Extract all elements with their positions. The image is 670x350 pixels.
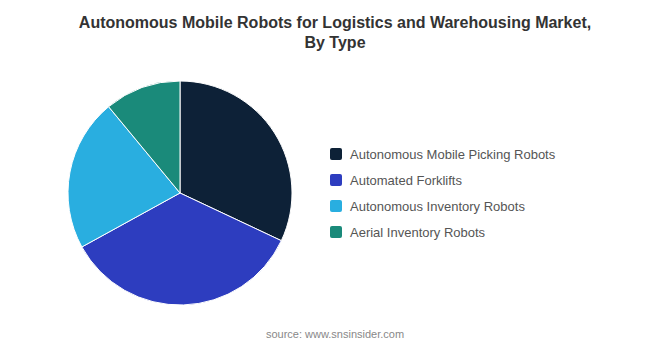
legend-label: Autonomous Mobile Picking Robots: [350, 147, 556, 162]
legend: Autonomous Mobile Picking Robots Automate…: [330, 147, 556, 240]
legend-swatch: [330, 148, 342, 160]
chart-container: Autonomous Mobile Robots for Logistics a…: [0, 0, 670, 350]
legend-label: Aerial Inventory Robots: [350, 225, 486, 240]
chart-title-line: By Type: [304, 34, 365, 51]
chart-svg: Autonomous Mobile Robots for Logistics a…: [0, 0, 670, 350]
pie-slice: [109, 81, 180, 193]
chart-title-line: Autonomous Mobile Robots for Logistics a…: [79, 14, 591, 31]
pie: [68, 81, 292, 305]
chart-title: Autonomous Mobile Robots for Logistics a…: [79, 14, 591, 51]
legend-label: Automated Forklifts: [350, 173, 462, 188]
legend-swatch: [330, 200, 342, 212]
legend-swatch: [330, 174, 342, 186]
legend-swatch: [330, 226, 342, 238]
legend-label: Autonomous Inventory Robots: [350, 199, 525, 214]
annotation: source: www.snsinsider.com: [266, 328, 404, 340]
